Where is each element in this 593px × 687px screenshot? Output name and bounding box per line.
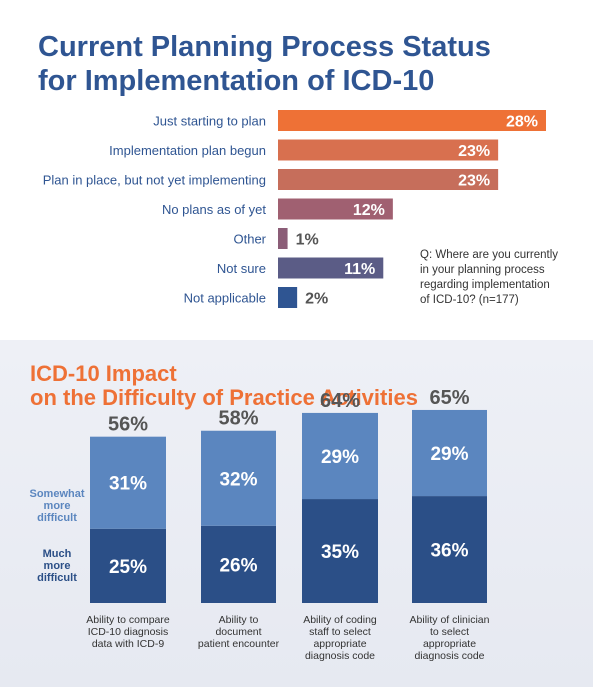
category-label: No plans as of yet xyxy=(162,202,266,217)
segment-value-label: 35% xyxy=(321,542,359,563)
survey-question-line: of ICD-10? (n=177) xyxy=(420,294,519,306)
survey-question-line: regarding implementation xyxy=(420,279,550,291)
survey-question-line: in your planning process xyxy=(420,264,545,276)
segment-value-label: 29% xyxy=(430,444,468,465)
survey-question-line: Q: Where are you currently xyxy=(420,249,559,261)
survey-question-note: Q: Where are you currently in your plann… xyxy=(420,248,585,308)
category-label: Not sure xyxy=(217,261,266,276)
category-label-line: diagnosis code xyxy=(414,650,484,662)
category-label-line: diagnosis code xyxy=(305,650,375,662)
segment-value-label: 26% xyxy=(219,555,257,576)
category-label: Other xyxy=(233,232,266,247)
category-label-line: appropriate xyxy=(423,638,476,650)
bar-segment-somewhat-more-difficult xyxy=(201,430,276,526)
planning-status-bar-chart: Just starting to plan 28% Implementation p… xyxy=(43,110,546,308)
total-value-label: 58% xyxy=(218,408,258,430)
bar-segment-much-more-difficult xyxy=(90,528,166,603)
category-label-line: Ability of clinician xyxy=(410,614,490,626)
category-label-line: Ability to xyxy=(219,614,259,626)
category-label-line: appropriate xyxy=(313,638,366,650)
bar xyxy=(278,228,288,249)
legend-label-somewhat-more-difficult: difficult xyxy=(37,512,77,524)
difficulty-impact-title: ICD-10 Impact on the Difficulty of Pract… xyxy=(30,362,418,410)
bar-value-label: 11% xyxy=(344,261,375,278)
category-label-line: Ability to compare xyxy=(86,614,170,626)
category-label: Plan in place, but not yet implementing xyxy=(43,173,266,188)
legend-label-somewhat-more-difficult: more xyxy=(44,500,71,512)
bar-value-label: 1% xyxy=(296,232,319,249)
bar xyxy=(278,139,499,161)
difficulty-impact-title-line: ICD-10 Impact xyxy=(30,361,177,386)
bar-segment-much-more-difficult xyxy=(412,496,487,603)
legend-label-much-more-difficult: Much xyxy=(43,548,72,560)
bar xyxy=(278,287,298,308)
planning-status-title-line: Current Planning Process Status xyxy=(38,31,491,63)
legend-label-somewhat-more-difficult: Somewhat xyxy=(29,488,84,500)
bar-segment-much-more-difficult xyxy=(302,499,378,603)
difficulty-impact-title-line: on the Difficulty of Practice Activities xyxy=(30,385,418,410)
segment-value-label: 31% xyxy=(109,474,147,495)
bar-value-label: 23% xyxy=(458,143,490,160)
category-label-line: staff to select xyxy=(309,626,371,638)
segment-value-label: 25% xyxy=(109,557,147,578)
bar xyxy=(278,110,546,131)
bar-value-label: 2% xyxy=(305,291,328,308)
category-label-line: data with ICD-9 xyxy=(92,638,165,650)
total-value-label: 56% xyxy=(108,414,148,436)
bar-value-label: 28% xyxy=(506,114,538,131)
legend-label-much-more-difficult: difficult xyxy=(37,572,77,584)
bar-segment-somewhat-more-difficult xyxy=(302,412,378,500)
segment-value-label: 29% xyxy=(321,447,359,468)
category-label-line: patient encounter xyxy=(198,638,280,650)
segment-value-label: 36% xyxy=(430,541,468,562)
legend-label-much-more-difficult: more xyxy=(44,560,71,572)
segment-value-label: 32% xyxy=(219,469,257,490)
bar xyxy=(278,198,393,220)
bar xyxy=(278,169,499,190)
category-label-line: ICD-10 diagnosis xyxy=(88,626,169,638)
category-label: Just starting to plan xyxy=(153,114,266,129)
planning-status-title: Current Planning Process Status for Impl… xyxy=(38,30,491,98)
total-value-label: 64% xyxy=(320,390,360,412)
planning-status-title-line: for Implementation of ICD-10 xyxy=(38,65,435,97)
total-value-label: 65% xyxy=(429,387,469,409)
category-label: Implementation plan begun xyxy=(109,143,266,158)
bar-value-label: 23% xyxy=(458,173,490,190)
category-label-line: to select xyxy=(430,626,469,638)
bar-segment-somewhat-more-difficult xyxy=(412,409,487,497)
category-label: Not applicable xyxy=(184,291,266,306)
bar-segment-somewhat-more-difficult xyxy=(90,436,166,529)
bar-value-label: 12% xyxy=(353,202,385,219)
category-label-line: Ability of coding xyxy=(303,614,377,626)
bar xyxy=(278,257,384,279)
bar-segment-much-more-difficult xyxy=(201,525,276,603)
category-label-line: document xyxy=(215,626,261,638)
